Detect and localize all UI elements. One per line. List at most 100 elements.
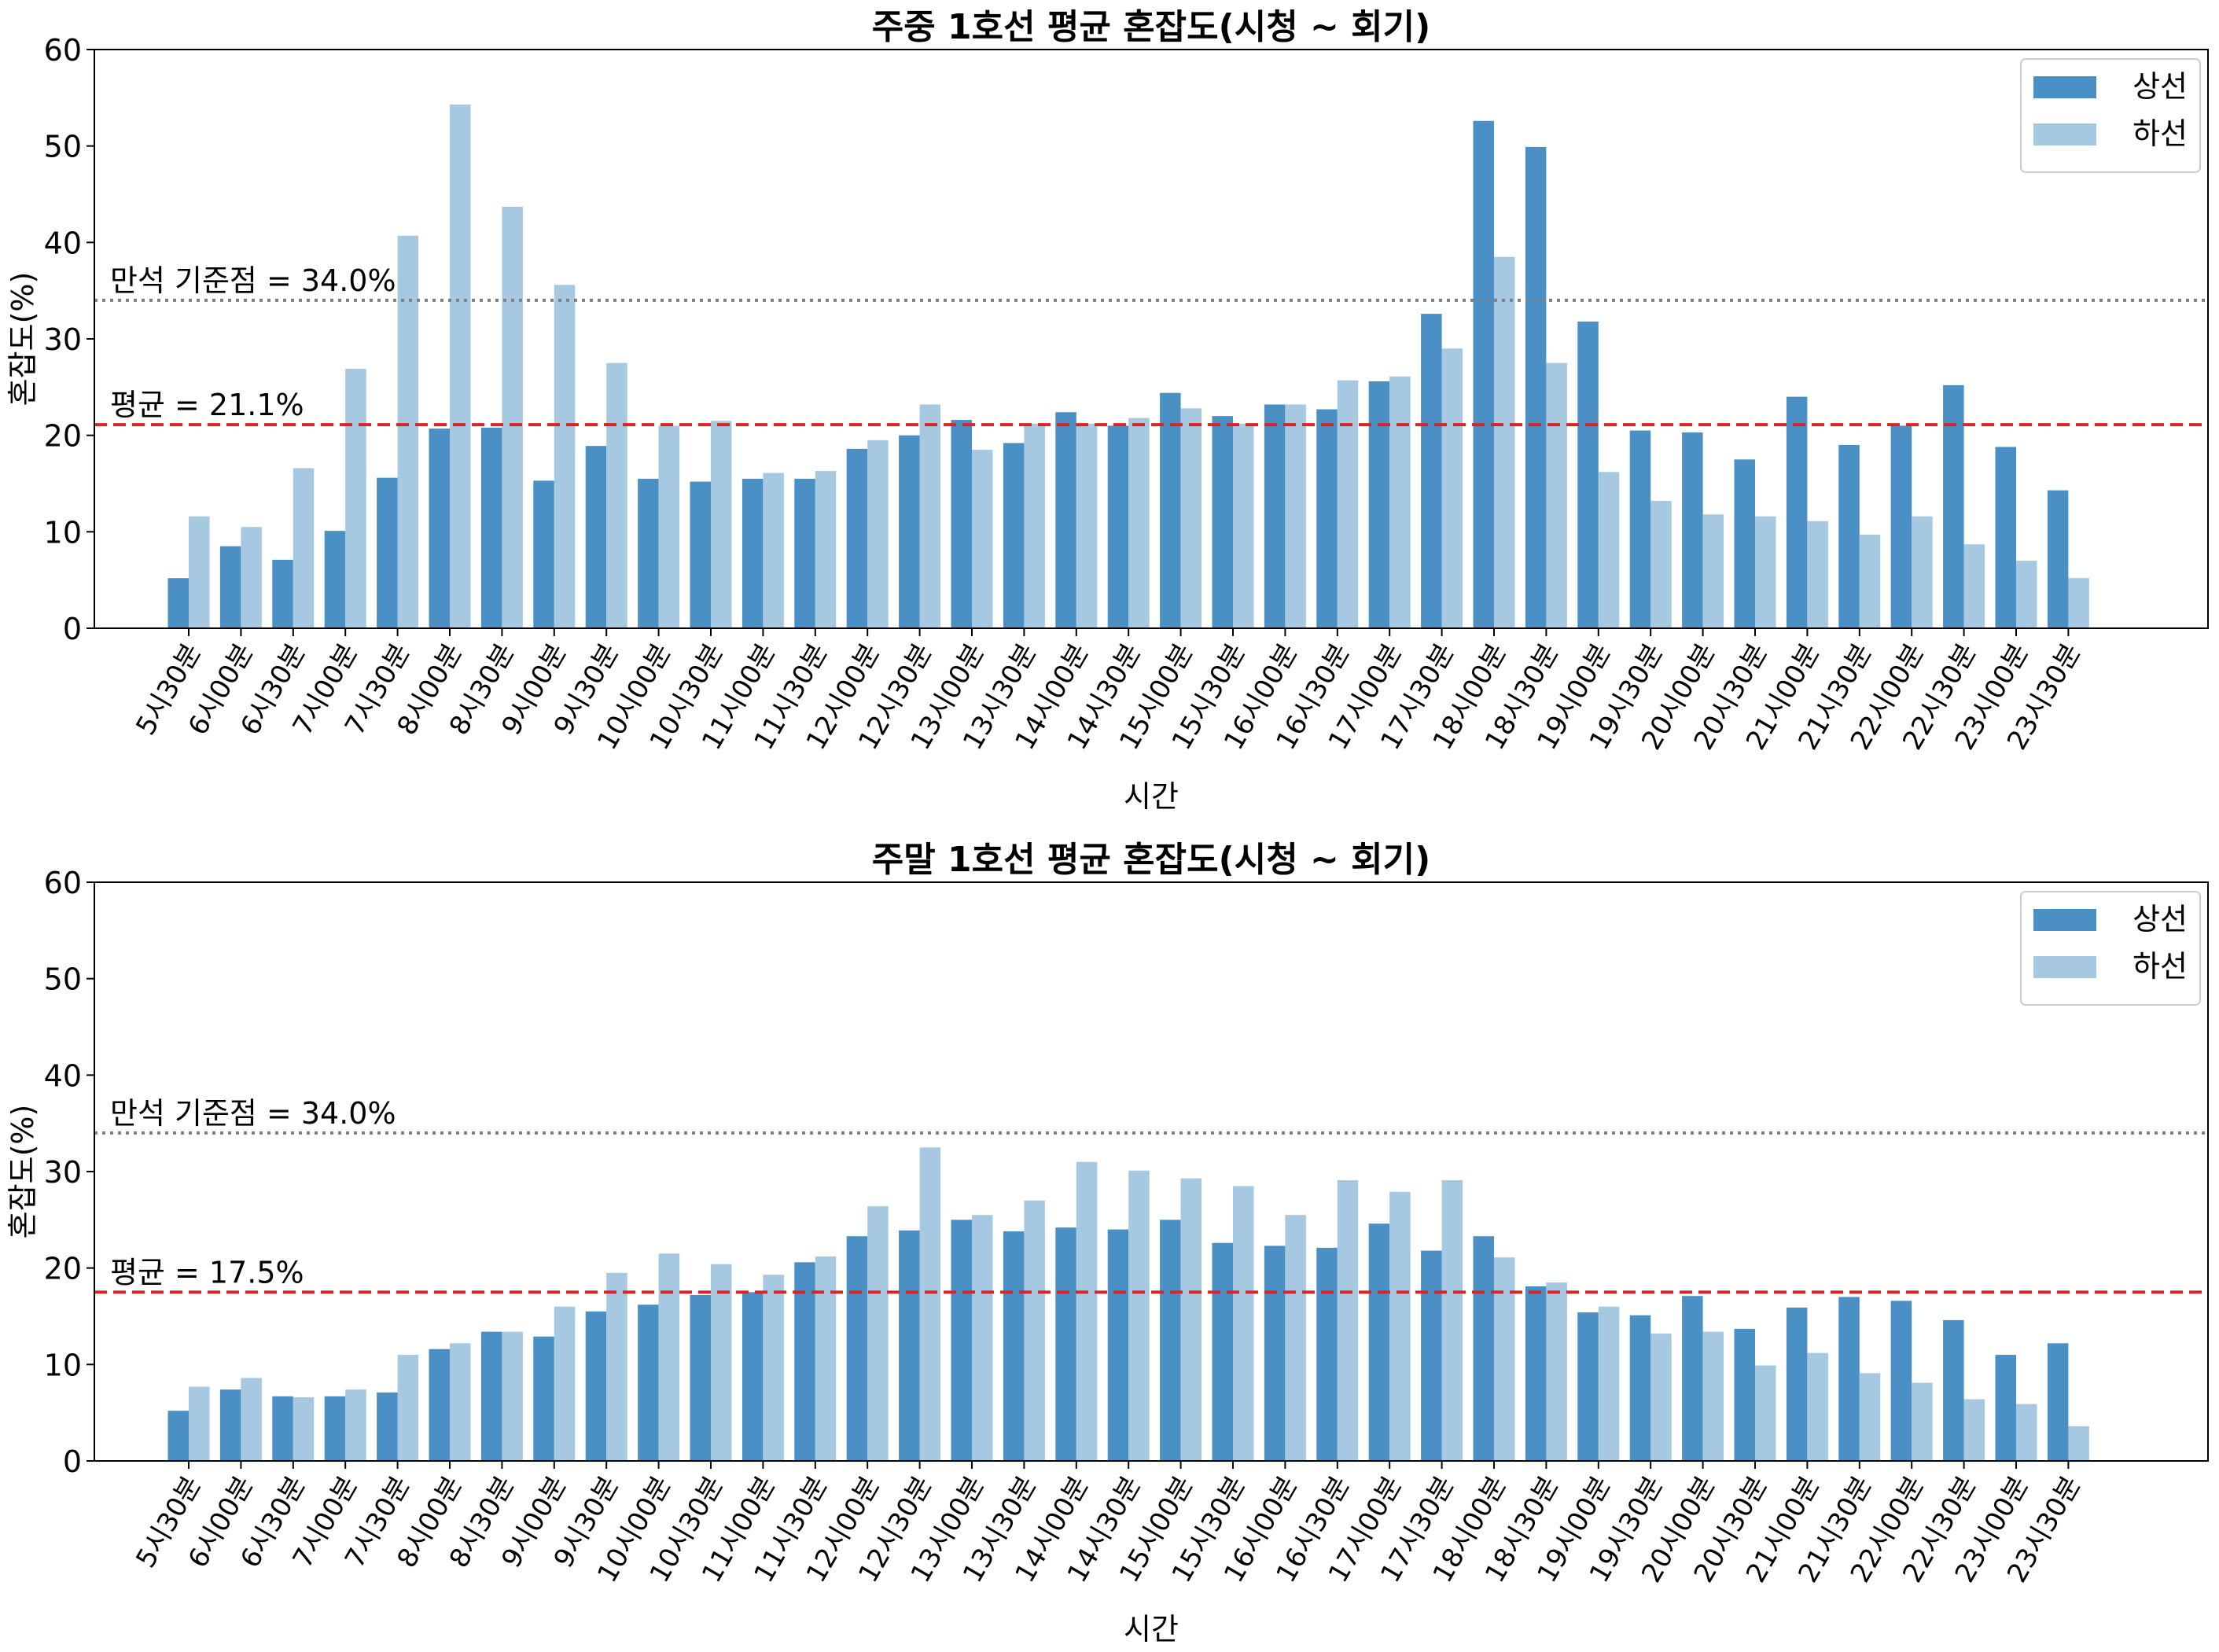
chart-1: 주중 1호선 평균 혼잡도(시청 ~ 회기) 만석 기준점 = 34.0% 평균 =… xyxy=(6,7,2209,814)
bar xyxy=(1024,423,1045,628)
bar xyxy=(1912,516,1933,628)
legend-label: 상선 xyxy=(2133,902,2188,936)
bar xyxy=(1316,1247,1338,1461)
bar xyxy=(1598,472,1620,628)
bar xyxy=(1337,380,1359,628)
y-tick-label: 0 xyxy=(63,1444,82,1479)
bar xyxy=(377,477,398,628)
bar xyxy=(397,1355,419,1461)
bar xyxy=(1473,1236,1494,1461)
bar xyxy=(533,480,554,628)
bar xyxy=(1389,376,1411,628)
bar xyxy=(690,481,711,628)
y-tick-label: 0 xyxy=(63,612,82,646)
bar xyxy=(867,1206,889,1461)
bar xyxy=(815,1256,837,1461)
y-tick-label: 40 xyxy=(44,226,82,260)
legend-swatch xyxy=(2033,123,2096,145)
reference-label: 평균 = 21.1% xyxy=(110,388,304,422)
series-하선 xyxy=(189,1147,2089,1461)
bar xyxy=(2068,1426,2089,1461)
y-tick-label: 10 xyxy=(44,1348,82,1382)
bar xyxy=(763,1275,784,1461)
bar xyxy=(794,478,815,628)
bar xyxy=(1577,1312,1599,1461)
bar xyxy=(1786,396,1808,628)
bar xyxy=(763,473,784,628)
legend-label: 하선 xyxy=(2133,949,2188,984)
bar xyxy=(1421,314,1442,628)
bar xyxy=(450,1343,471,1461)
bar xyxy=(502,206,523,628)
bar xyxy=(1546,1282,1567,1461)
bar xyxy=(1368,1223,1390,1461)
bar xyxy=(1441,1180,1463,1461)
bar xyxy=(324,1396,346,1461)
bar xyxy=(1995,1355,2016,1461)
bar xyxy=(1180,408,1202,628)
bar xyxy=(241,1378,262,1461)
bar xyxy=(658,425,680,628)
bar xyxy=(867,440,889,628)
bar xyxy=(219,546,241,628)
series-상선 xyxy=(167,1220,2069,1461)
bar xyxy=(397,235,419,628)
bar xyxy=(1368,381,1390,628)
bar xyxy=(1525,146,1547,628)
bar xyxy=(1912,1382,1933,1461)
reference-label: 평균 = 17.5% xyxy=(110,1255,304,1290)
bar xyxy=(1024,1200,1045,1461)
bar xyxy=(1421,1250,1442,1461)
bar xyxy=(1734,1328,1755,1461)
bar xyxy=(658,1253,680,1461)
bar xyxy=(1682,432,1703,628)
bar xyxy=(1264,1245,1286,1461)
bar xyxy=(638,1304,659,1461)
chart-2: 주말 1호선 평균 혼잡도(시청 ~ 회기) 만석 기준점 = 34.0% 평균 =… xyxy=(6,840,2209,1646)
legend-label: 하선 xyxy=(2133,116,2188,151)
bar xyxy=(606,1272,627,1461)
bar xyxy=(1003,1231,1025,1461)
bar xyxy=(1755,516,1776,628)
bar xyxy=(1180,1178,1202,1461)
bar xyxy=(293,1397,315,1461)
bar xyxy=(1107,1229,1129,1461)
bar xyxy=(899,1230,920,1461)
bar xyxy=(972,450,993,628)
reference-label: 만석 기준점 = 34.0% xyxy=(110,1096,396,1131)
bar xyxy=(1963,1399,1985,1461)
bar xyxy=(1055,412,1076,628)
bar xyxy=(899,435,920,628)
bar xyxy=(189,516,210,628)
bar xyxy=(794,1262,815,1461)
bar xyxy=(1285,404,1306,628)
bar xyxy=(1212,1242,1233,1461)
bar xyxy=(1859,535,1881,628)
bar xyxy=(1629,1315,1651,1461)
bar xyxy=(1577,321,1599,628)
bar xyxy=(429,429,450,628)
bar xyxy=(1076,423,1098,628)
bar xyxy=(1629,430,1651,628)
bar xyxy=(846,1236,868,1461)
y-tick-label: 30 xyxy=(44,1155,82,1190)
bar xyxy=(1441,348,1463,628)
y-tick-label: 60 xyxy=(44,866,82,900)
bar xyxy=(711,421,732,628)
bar xyxy=(1389,1191,1411,1461)
bar xyxy=(1598,1306,1620,1461)
bar xyxy=(480,427,502,628)
y-tick-label: 50 xyxy=(44,130,82,164)
bar xyxy=(2016,1404,2037,1461)
bar xyxy=(480,1331,502,1461)
bar xyxy=(377,1392,398,1461)
y-tick-label: 20 xyxy=(44,419,82,454)
bar xyxy=(1890,425,1912,628)
bar xyxy=(554,1306,576,1461)
legend-swatch xyxy=(2033,909,2096,931)
bar xyxy=(972,1215,993,1461)
x-axis-label: 시간 xyxy=(1124,779,1179,814)
